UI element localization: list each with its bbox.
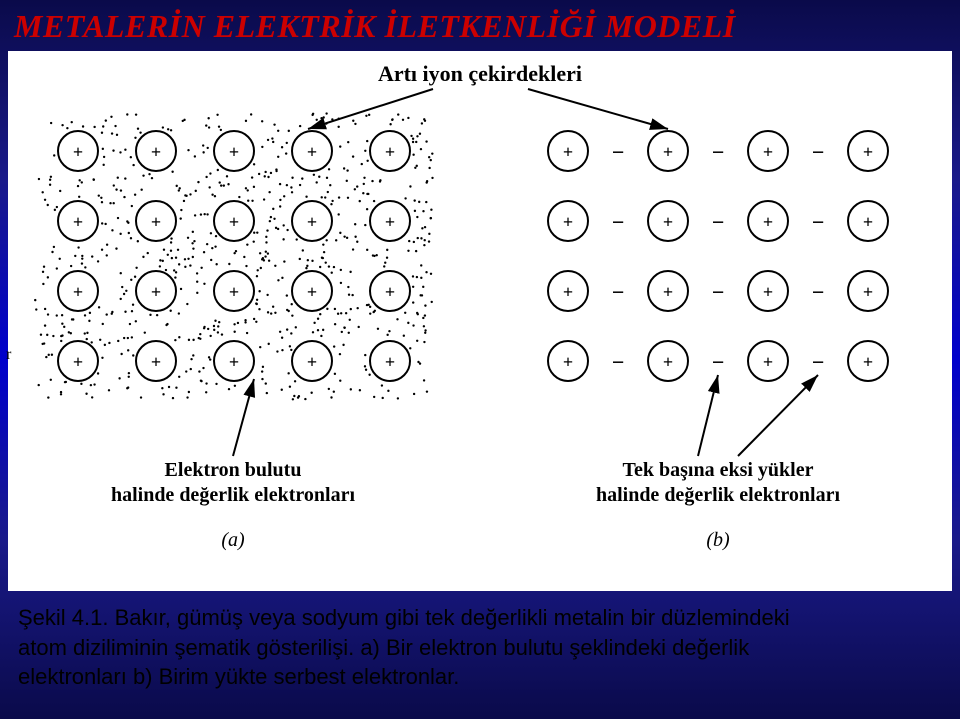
svg-text:+: + [563, 142, 573, 162]
svg-text:−: − [712, 280, 725, 305]
figure-panel: r Artı iyon çekirdekleri +++++++++++++++… [8, 51, 952, 591]
svg-text:+: + [307, 282, 317, 302]
svg-text:+: + [563, 282, 573, 302]
svg-text:+: + [663, 212, 673, 232]
label-a-line2: halinde değerlik elektronları [111, 484, 356, 506]
svg-text:+: + [229, 282, 239, 302]
label-b-line1: Tek başına eksi yükler [623, 459, 814, 481]
svg-text:−: − [612, 350, 625, 375]
svg-text:+: + [229, 212, 239, 232]
svg-text:+: + [663, 282, 673, 302]
diagram-svg: Artı iyon çekirdekleri +++++++++++++++++… [8, 51, 952, 591]
caption-l1: Bakır, gümüş veya sodyum gibi tek değerl… [115, 605, 790, 630]
svg-text:+: + [307, 142, 317, 162]
svg-text:−: − [712, 210, 725, 235]
svg-text:+: + [229, 142, 239, 162]
panel-a: + + + + + + + + + + + + + + + + + + + + [34, 112, 434, 400]
svg-text:+: + [863, 212, 873, 232]
svg-text:+: + [663, 352, 673, 372]
caption-l3: elektronları b) Birim yükte serbest elek… [18, 664, 459, 689]
svg-text:+: + [229, 352, 239, 372]
svg-text:−: − [612, 280, 625, 305]
svg-text:−: − [712, 350, 725, 375]
svg-text:+: + [763, 352, 773, 372]
svg-text:+: + [73, 142, 83, 162]
svg-text:−: − [812, 280, 825, 305]
svg-text:+: + [385, 142, 395, 162]
svg-text:+: + [763, 212, 773, 232]
edge-char: r [6, 346, 11, 364]
svg-text:+: + [307, 352, 317, 372]
subfig-b: (b) [706, 529, 730, 551]
svg-text:+: + [863, 142, 873, 162]
svg-text:+: + [385, 282, 395, 302]
svg-text:+: + [73, 282, 83, 302]
caption-prefix: Şekil 4.1. [18, 605, 115, 630]
svg-text:−: − [812, 140, 825, 165]
subfig-a: (a) [221, 529, 245, 551]
svg-text:+: + [385, 352, 395, 372]
svg-text:−: − [812, 350, 825, 375]
svg-text:+: + [151, 352, 161, 372]
panel-b: + − + − + − + + − + − + − + + − + − + − + + − + − + − + [548, 131, 888, 381]
label-a-line1: Elektron bulutu [165, 459, 302, 481]
svg-text:+: + [663, 142, 673, 162]
svg-text:+: + [385, 212, 395, 232]
svg-text:+: + [563, 352, 573, 372]
svg-text:+: + [763, 282, 773, 302]
svg-text:+: + [73, 212, 83, 232]
svg-text:−: − [712, 140, 725, 165]
page-title: METALERİN ELEKTRİK İLETKENLİĞİ MODELİ [0, 0, 960, 51]
caption-l2: atom diziliminin şematik gösterilişi. a)… [18, 635, 749, 660]
top-label: Artı iyon çekirdekleri [378, 61, 582, 86]
svg-text:+: + [563, 212, 573, 232]
svg-text:+: + [863, 352, 873, 372]
svg-text:+: + [151, 142, 161, 162]
svg-text:+: + [863, 282, 873, 302]
svg-text:+: + [151, 282, 161, 302]
svg-text:−: − [612, 210, 625, 235]
svg-text:+: + [151, 212, 161, 232]
svg-text:+: + [307, 212, 317, 232]
svg-text:−: − [612, 140, 625, 165]
svg-text:−: − [812, 210, 825, 235]
svg-text:+: + [73, 352, 83, 372]
figure-caption: Şekil 4.1. Bakır, gümüş veya sodyum gibi… [0, 591, 960, 692]
label-b-line2: halinde değerlik elektronları [596, 484, 841, 506]
svg-text:+: + [763, 142, 773, 162]
